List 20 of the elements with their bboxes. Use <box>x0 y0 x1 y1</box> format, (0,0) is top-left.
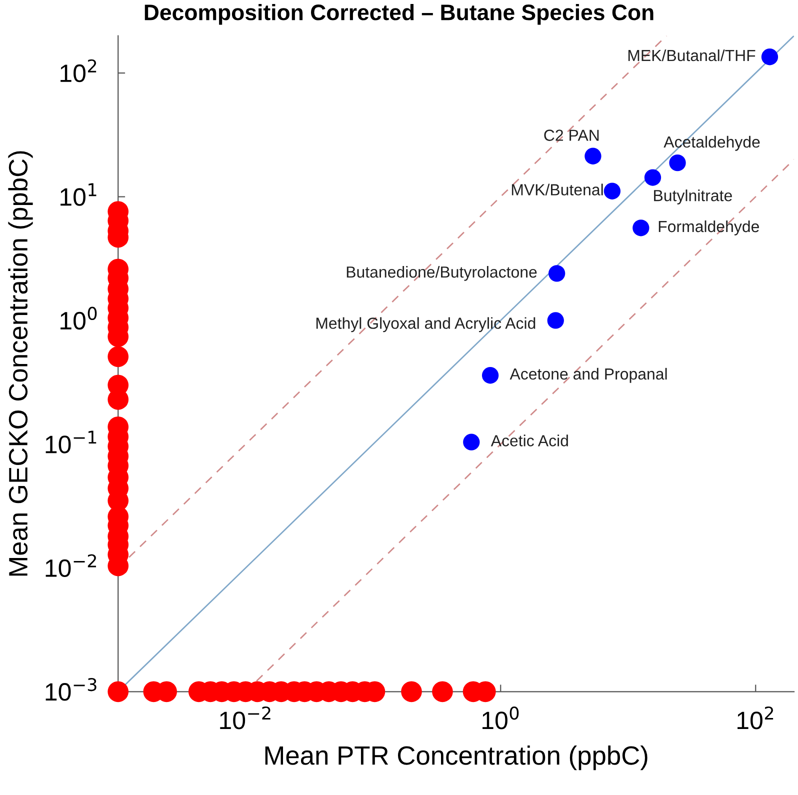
annotation: MVK/Butenal <box>512 184 603 196</box>
y-tick-label: 10$^{0}$ <box>60 306 97 330</box>
annotation: C2 PAN <box>544 130 599 141</box>
chart-title: Decomposition Corrected – Butane Species Con <box>144 4 654 25</box>
y-tick-label: 10$^{−1}$ <box>46 430 96 454</box>
x-axis-title: Mean PTR Concentration (ppbC) <box>265 746 648 770</box>
annotation: Formaldehyde <box>658 220 759 236</box>
annotation: MEK/Butanal/THF <box>628 49 756 62</box>
y-tick-label: 10$^{−2}$ <box>46 554 96 578</box>
annotation: Acetone and Propanal <box>510 368 667 383</box>
annotation: Acetic Acid <box>490 434 568 446</box>
x-tick-label: 10$^{−2}$ <box>220 706 270 730</box>
y-axis-title: Mean GECKO Concentration (ppbC) <box>8 151 33 576</box>
y-tick-label: 10$^{1}$ <box>60 183 96 206</box>
x-tick-label: 10$^{0}$ <box>482 706 519 730</box>
x-tick-label: 10$^{2}$ <box>738 706 774 730</box>
annotation: Butylnitrate <box>654 190 732 204</box>
y-tick-label: 10$^{2}$ <box>60 59 96 82</box>
annotation: Butanedione/Butyrolactone <box>346 266 537 281</box>
y-tick-label: 10$^{−3}$ <box>46 678 96 701</box>
